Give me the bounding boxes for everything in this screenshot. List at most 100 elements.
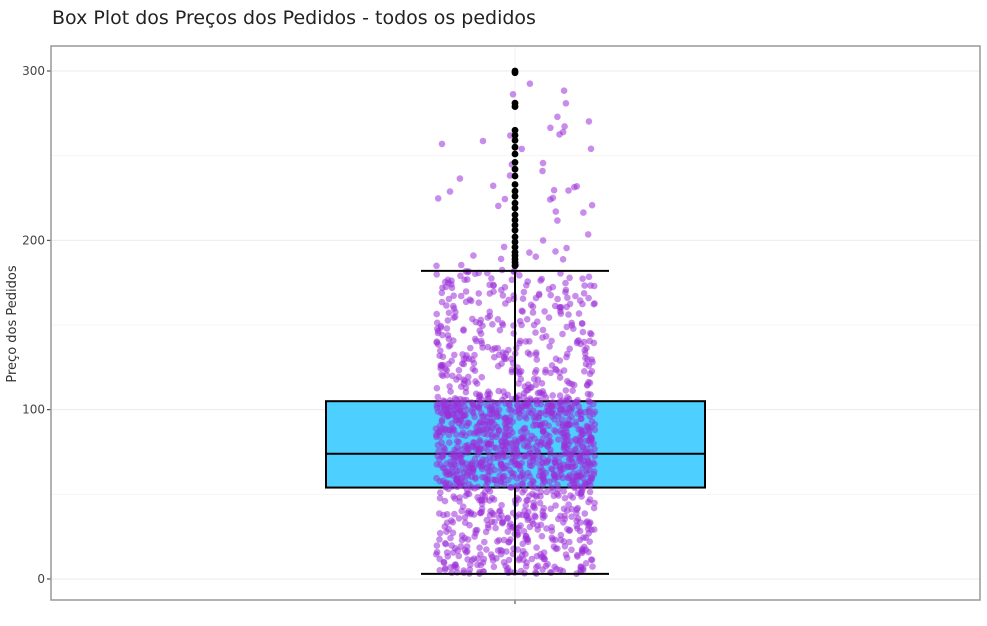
jitter-point <box>546 343 553 350</box>
jitter-point <box>496 507 504 514</box>
jitter-point <box>464 379 472 386</box>
jitter-point <box>552 502 559 509</box>
jitter-point <box>589 563 596 570</box>
jitter-point <box>586 405 593 413</box>
jitter-point <box>590 300 598 308</box>
outlier-point <box>511 126 519 134</box>
jitter-point <box>568 413 575 421</box>
jitter-point <box>535 413 542 421</box>
jitter-point <box>481 488 489 496</box>
jitter-point <box>479 137 487 145</box>
jitter-point <box>588 556 595 563</box>
outlier-point <box>511 187 519 195</box>
jitter-point <box>464 268 472 276</box>
jitter-point <box>438 289 446 297</box>
jitter-point <box>497 447 505 455</box>
jitter-point <box>567 492 574 499</box>
jitter-point <box>445 485 452 493</box>
jitter-point <box>556 392 564 399</box>
jitter-point <box>589 459 597 466</box>
jitter-point <box>498 360 505 368</box>
jitter-point <box>433 474 440 482</box>
jitter-point <box>488 494 496 502</box>
jitter-point <box>439 353 447 361</box>
jitter-point <box>521 424 529 432</box>
jitter-point <box>475 421 482 429</box>
jitter-point <box>548 534 556 541</box>
jitter-point <box>571 399 579 406</box>
jitter-point <box>576 297 584 304</box>
jitter-point <box>491 353 498 361</box>
jitter-point <box>490 563 498 571</box>
jitter-point <box>550 410 557 418</box>
jitter-point <box>458 532 466 539</box>
jitter-point <box>486 312 494 320</box>
jitter-point <box>446 439 453 446</box>
outlier-point <box>511 159 519 166</box>
jitter-point <box>461 514 469 521</box>
jitter-point <box>559 397 566 404</box>
plot-panel-border <box>50 45 981 601</box>
jitter-point <box>544 458 551 465</box>
outlier-point <box>511 233 519 241</box>
y-tick-label: 200 <box>22 233 45 247</box>
jitter-point <box>458 261 465 269</box>
jitter-point <box>459 429 467 436</box>
jitter-point <box>576 536 584 544</box>
jitter-point <box>443 325 451 332</box>
jitter-point <box>530 502 538 510</box>
jitter-point <box>554 217 561 224</box>
outlier-point <box>511 243 519 251</box>
jitter-point <box>575 454 582 461</box>
jitter-point <box>547 505 555 513</box>
y-tick-label: 300 <box>22 64 45 78</box>
jitter-point <box>455 515 463 522</box>
jitter-point <box>483 546 490 553</box>
jitter-point <box>507 520 514 527</box>
jitter-point <box>500 243 508 251</box>
jitter-point <box>579 275 586 283</box>
jitter-point <box>494 413 501 421</box>
jitter-point <box>436 494 444 502</box>
jitter-point <box>480 412 488 420</box>
jitter-point <box>523 282 530 289</box>
jitter-point <box>543 442 551 449</box>
jitter-point <box>585 498 592 506</box>
jitter-point <box>539 326 547 334</box>
jitter-point <box>446 480 454 488</box>
outlier-point <box>511 238 519 246</box>
jitter-point <box>438 371 445 378</box>
jitter-point <box>591 408 599 416</box>
jitter-point <box>591 452 598 460</box>
jitter-point <box>444 317 452 324</box>
jitter-point <box>514 452 522 460</box>
jitter-point <box>557 531 565 539</box>
jitter-point <box>433 271 441 278</box>
jitter-point <box>462 388 470 396</box>
jitter-point <box>469 315 476 323</box>
outlier-point <box>511 211 519 219</box>
jitter-point <box>449 529 457 537</box>
jitter-point <box>524 538 532 546</box>
jitter-point <box>579 485 587 492</box>
jitter-point <box>561 494 569 502</box>
jitter-point <box>529 490 536 498</box>
jitter-point <box>588 368 596 375</box>
jitter-point <box>548 402 556 410</box>
jitter-point <box>448 517 455 524</box>
jitter-point <box>536 422 543 429</box>
jitter-point <box>447 388 454 395</box>
jitter-point <box>545 314 553 321</box>
jitter-point <box>573 510 580 517</box>
jitter-point <box>447 450 454 458</box>
jitter-point <box>526 80 534 87</box>
jitter-point <box>462 288 470 295</box>
jitter-point <box>568 477 576 485</box>
jitter-point <box>474 428 482 435</box>
jitter-point <box>493 423 501 431</box>
jitter-point <box>560 367 568 374</box>
jitter-point <box>476 438 484 446</box>
jitter-point <box>456 481 464 489</box>
jitter-point <box>469 408 476 415</box>
jitter-point <box>534 562 542 570</box>
